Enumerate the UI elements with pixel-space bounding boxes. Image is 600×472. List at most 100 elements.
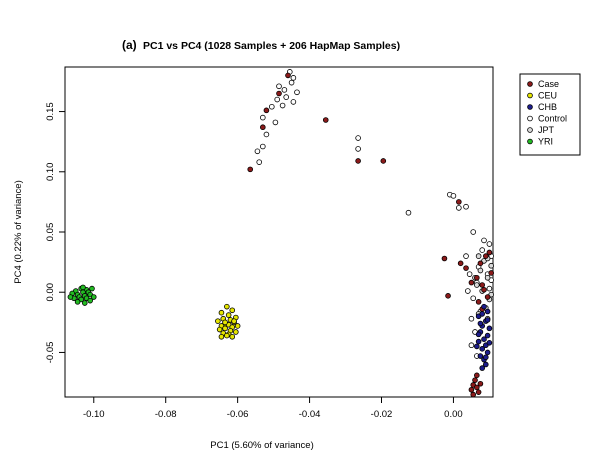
legend-marker bbox=[527, 115, 533, 122]
point-control bbox=[290, 99, 297, 105]
point-ceu bbox=[225, 312, 232, 318]
point-control bbox=[288, 79, 295, 86]
panel-label: (a) bbox=[122, 38, 137, 52]
point-chb bbox=[484, 349, 491, 356]
point-chb bbox=[481, 303, 487, 310]
point-case bbox=[380, 158, 387, 164]
point-ceu bbox=[224, 303, 230, 310]
point-control bbox=[450, 193, 457, 199]
point-ceu bbox=[222, 319, 228, 326]
point-ceu bbox=[222, 325, 228, 332]
y-tick-label: -0.05 bbox=[45, 342, 56, 364]
point-chb bbox=[475, 331, 482, 338]
point-ceu bbox=[218, 333, 225, 340]
legend-label: CHB bbox=[538, 102, 557, 112]
point-case bbox=[355, 158, 361, 164]
point-case bbox=[247, 166, 254, 173]
point-control bbox=[486, 241, 493, 247]
point-jpt bbox=[475, 253, 482, 259]
point-chb bbox=[483, 361, 489, 368]
point-control bbox=[254, 148, 261, 155]
point-case bbox=[470, 391, 477, 398]
y-axis: -0.05 0.00 0.05 0.10 0.15 bbox=[45, 102, 65, 363]
point-control bbox=[481, 237, 487, 244]
point-jpt bbox=[477, 267, 484, 274]
point-chb bbox=[483, 354, 489, 361]
legend-label: Control bbox=[538, 114, 567, 124]
point-yri bbox=[87, 297, 93, 304]
point-chb bbox=[484, 308, 491, 315]
y-tick-label: 0.00 bbox=[45, 283, 56, 302]
point-control bbox=[263, 131, 270, 138]
point-case bbox=[474, 372, 480, 379]
x-axis-label: PC1 (5.60% of variance) bbox=[210, 440, 314, 451]
point-control bbox=[260, 114, 266, 121]
x-tick-label: 0.00 bbox=[444, 409, 463, 420]
point-chb bbox=[484, 332, 491, 339]
point-case bbox=[477, 380, 484, 387]
plot-area-border bbox=[64, 66, 494, 398]
legend-label: CEU bbox=[538, 91, 557, 101]
point-yri bbox=[67, 294, 74, 300]
point-case bbox=[445, 293, 451, 299]
point-case bbox=[479, 282, 486, 288]
point-control bbox=[468, 342, 475, 349]
point-case bbox=[474, 384, 480, 391]
point-case bbox=[483, 253, 489, 259]
point-yri bbox=[90, 294, 97, 300]
point-ceu bbox=[234, 323, 241, 329]
point-control bbox=[456, 205, 462, 211]
x-tick-label: -0.10 bbox=[83, 409, 105, 420]
y-tick-label: 0.10 bbox=[45, 163, 56, 182]
point-case bbox=[484, 294, 491, 300]
point-control bbox=[463, 203, 469, 210]
point-case bbox=[276, 90, 282, 97]
legend-label: JPT bbox=[538, 125, 555, 135]
point-ceu bbox=[224, 332, 230, 339]
point-case bbox=[463, 265, 469, 271]
point-chb bbox=[486, 340, 493, 346]
legend-marker bbox=[527, 92, 533, 99]
point-case bbox=[472, 377, 478, 383]
point-chb bbox=[479, 365, 486, 371]
point-control bbox=[405, 209, 412, 216]
point-control bbox=[486, 285, 493, 292]
point-control bbox=[479, 247, 486, 253]
point-chb bbox=[479, 346, 486, 352]
point-case bbox=[457, 260, 464, 267]
x-axis: -0.10 -0.08 -0.06 -0.04 -0.02 0.00 bbox=[83, 397, 463, 420]
point-yri bbox=[81, 300, 88, 306]
legend-marker bbox=[527, 104, 533, 110]
point-control bbox=[256, 159, 263, 165]
data-points bbox=[67, 69, 495, 398]
point-case bbox=[441, 255, 448, 262]
point-control bbox=[260, 143, 266, 150]
point-case bbox=[456, 199, 462, 205]
chart-title: PC1 vs PC4 (1028 Samples + 206 HapMap Sa… bbox=[143, 40, 400, 52]
point-yri bbox=[74, 299, 81, 305]
point-chb bbox=[481, 336, 487, 342]
point-chb bbox=[475, 338, 482, 345]
legend-marker bbox=[527, 138, 533, 145]
point-control bbox=[355, 146, 361, 152]
point-control bbox=[466, 271, 473, 277]
y-tick-label: 0.05 bbox=[45, 223, 56, 242]
point-control bbox=[468, 315, 475, 322]
point-ceu bbox=[216, 326, 223, 333]
y-axis-label: PC4 (0.22% of variance) bbox=[13, 180, 24, 284]
x-tick-label: -0.04 bbox=[299, 409, 321, 420]
point-control bbox=[279, 102, 286, 109]
point-chb bbox=[486, 325, 493, 332]
y-tick-label: 0.15 bbox=[45, 102, 56, 121]
point-chb bbox=[477, 353, 484, 359]
point-control bbox=[470, 295, 477, 302]
x-tick-label: -0.06 bbox=[227, 409, 249, 420]
point-chb bbox=[477, 320, 484, 327]
point-jpt bbox=[488, 262, 495, 269]
point-case bbox=[475, 299, 482, 305]
point-control bbox=[283, 94, 289, 100]
point-case bbox=[263, 107, 270, 114]
point-ceu bbox=[233, 329, 239, 335]
